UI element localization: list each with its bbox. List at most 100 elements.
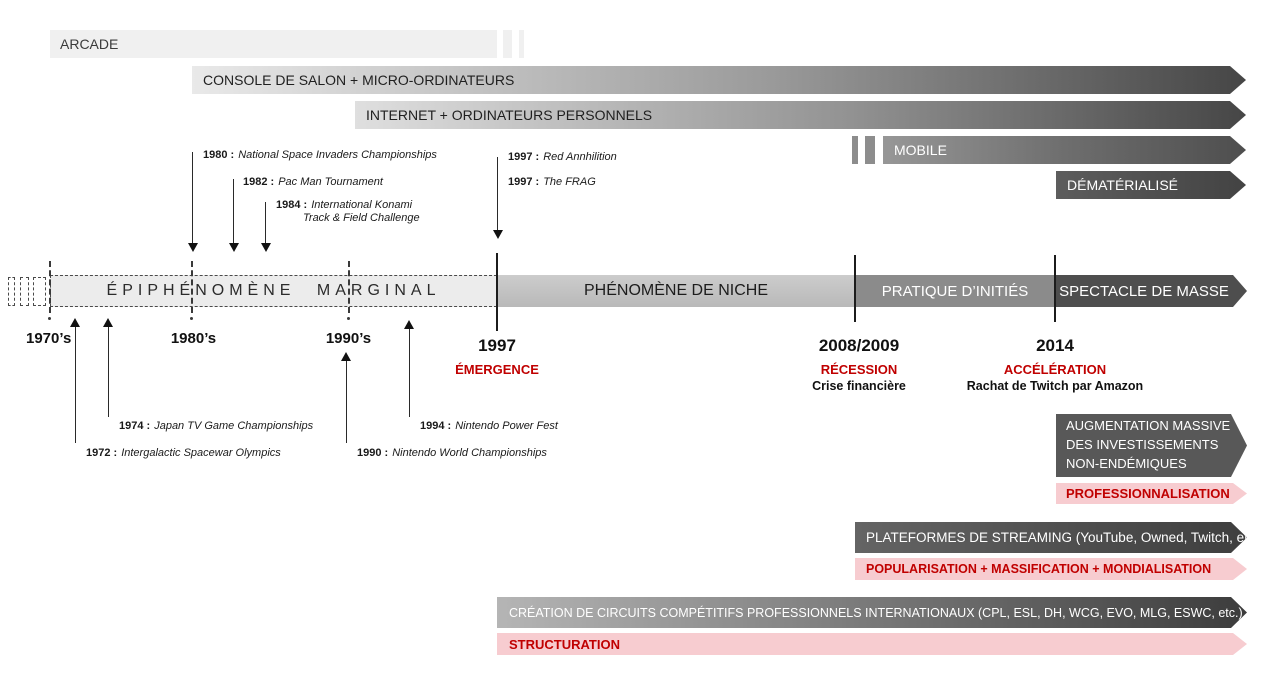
label-recession: RÉCESSION — [820, 362, 898, 377]
console-bar: CONSOLE DE SALON + MICRO-ORDINATEURS — [192, 66, 1246, 94]
label-2008-2009: 2008/2009 — [818, 336, 900, 355]
popularisation-bar: POPULARISATION + MASSIFICATION + MONDIAL… — [855, 558, 1247, 580]
event-1982: 1982 : Pac Man Tournament — [243, 176, 383, 188]
event-1997a-year: 1997 : — [508, 151, 540, 163]
event-1984-year: 1984 : — [276, 199, 308, 211]
event-1980-title: National Space Invaders Championships — [238, 149, 437, 161]
label-1997: 1997 — [478, 336, 516, 355]
arrow-1982 — [233, 179, 234, 243]
arrow-down-icon — [188, 243, 198, 252]
event-1972-year: 1972 : — [86, 447, 118, 459]
arrow-1994 — [409, 329, 410, 417]
label-emergence: ÉMERGENCE — [455, 362, 539, 377]
event-1974-title: Japan TV Game Championships — [154, 420, 314, 432]
mobile-bar-label: MOBILE — [894, 142, 947, 158]
event-1972-title: Intergalactic Spacewar Olympics — [121, 447, 281, 459]
arrow-up-icon — [341, 352, 351, 361]
event-1997a-title: Red Annhilition — [543, 151, 617, 163]
event-1997b-title: The FRAG — [543, 176, 596, 188]
label-1980s: 1980’s — [170, 330, 217, 347]
structuration-bar: STRUCTURATION — [497, 633, 1247, 655]
era-masse-label: SPECTACLE DE MASSE — [1059, 282, 1229, 300]
era-marginal-label: ÉPIPHÉNOMÈNE MARGINAL — [106, 282, 441, 299]
event-1990-year: 1990 : — [357, 447, 389, 459]
tick-1970s — [49, 261, 51, 313]
investissements-bar-label: AUGMENTATION MASSIVE DES INVESTISSEMENTS… — [1066, 417, 1230, 474]
event-1984-title: International Konami — [311, 199, 413, 211]
event-1997b-year: 1997 : — [508, 176, 540, 188]
arcade-bar-fragment — [519, 30, 524, 58]
tick-2014 — [1054, 255, 1056, 322]
event-1980-year: 1980 : — [203, 149, 235, 161]
structuration-bar-label: STRUCTURATION — [509, 636, 620, 652]
label-2014: 2014 — [1036, 336, 1074, 355]
arrow-1997 — [497, 157, 498, 230]
circuits-bar: CRÉATION DE CIRCUITS COMPÉTITIFS PROFESS… — [497, 597, 1247, 628]
mobile-bar-fragment — [865, 136, 875, 164]
event-1984-title2: Track & Field Challenge — [303, 212, 420, 224]
arrow-up-icon — [103, 318, 113, 327]
investissements-line3: NON-ENDÉMIQUES — [1066, 455, 1187, 471]
investissements-line1: AUGMENTATION MASSIVE — [1066, 418, 1231, 434]
circuits-bar-label: CRÉATION DE CIRCUITS COMPÉTITIFS PROFESS… — [509, 605, 1243, 620]
internet-bar-label: INTERNET + ORDINATEURS PERSONNELS — [366, 107, 653, 123]
mobile-bar-fragment — [852, 136, 858, 164]
arrow-1980 — [192, 152, 193, 243]
event-1982-year: 1982 : — [243, 176, 275, 188]
streaming-bar: PLATEFORMES DE STREAMING (YouTube, Owned… — [855, 522, 1247, 553]
label-1990s: 1990’s — [325, 330, 372, 347]
tick-1997 — [496, 253, 498, 331]
event-1984: 1984 : International Konami — [276, 199, 412, 211]
event-1990-title: Nintendo World Championships — [392, 447, 547, 459]
timeline-left-fragment — [20, 277, 29, 306]
era-phenomene-de-niche: PHÉNOMÈNE DE NICHE — [497, 275, 855, 307]
arcade-bar: ARCADE — [50, 30, 497, 58]
tick-dot — [190, 317, 193, 320]
event-1982-title: Pac Man Tournament — [278, 176, 383, 188]
dematerialise-bar: DÉMATÉRIALISÉ — [1056, 171, 1246, 199]
arrow-up-icon — [70, 318, 80, 327]
arrow-1984 — [265, 202, 266, 243]
event-1972: 1972 : Intergalactic Spacewar Olympics — [86, 447, 281, 459]
tick-2008 — [854, 255, 856, 322]
console-bar-label: CONSOLE DE SALON + MICRO-ORDINATEURS — [203, 72, 515, 88]
arcade-bar-fragment — [503, 30, 512, 58]
professionnalisation-bar-label: PROFESSIONNALISATION — [1066, 486, 1230, 501]
label-acceleration: ACCÉLÉRATION — [1003, 362, 1107, 377]
arrow-up-icon — [404, 320, 414, 329]
tick-1990s — [348, 261, 350, 313]
event-1997-the-frag: 1997 : The FRAG — [508, 176, 596, 188]
event-1997-red-annhilition: 1997 : Red Annhilition — [508, 151, 617, 163]
label-rachat-twitch: Rachat de Twitch par Amazon — [966, 379, 1144, 393]
event-1990: 1990 : Nintendo World Championships — [357, 447, 547, 459]
investissements-line2: DES INVESTISSEMENTS — [1066, 437, 1219, 453]
arrow-down-icon — [493, 230, 503, 239]
timeline-left-fragment — [33, 277, 46, 306]
era-niche-label: PHÉNOMÈNE DE NICHE — [583, 282, 769, 299]
mobile-bar: MOBILE — [883, 136, 1246, 164]
internet-bar: INTERNET + ORDINATEURS PERSONNELS — [355, 101, 1246, 129]
event-1994-year: 1994 : — [420, 420, 452, 432]
era-epiphenomene-marginal: ÉPIPHÉNOMÈNE MARGINAL — [50, 275, 497, 307]
event-1974: 1974 : Japan TV Game Championships — [119, 420, 313, 432]
arrow-down-icon — [229, 243, 239, 252]
tick-dot — [347, 317, 350, 320]
streaming-bar-label: PLATEFORMES DE STREAMING (YouTube, Owned… — [866, 530, 1263, 545]
investissements-bar: AUGMENTATION MASSIVE DES INVESTISSEMENTS… — [1056, 414, 1247, 477]
event-1994: 1994 : Nintendo Power Fest — [420, 420, 558, 432]
popularisation-bar-label: POPULARISATION + MASSIFICATION + MONDIAL… — [866, 562, 1212, 576]
label-crise-financiere: Crise financière — [812, 379, 906, 393]
event-1974-year: 1974 : — [119, 420, 151, 432]
era-spectacle-de-masse: SPECTACLE DE MASSE — [1055, 275, 1247, 307]
arcade-bar-label: ARCADE — [60, 36, 119, 52]
label-1970s: 1970’s — [26, 330, 72, 347]
timeline-left-fragment — [8, 277, 15, 306]
arrow-1972 — [75, 327, 76, 443]
tick-1980s — [191, 261, 193, 313]
era-pratique-inities: PRATIQUE D’INITIÉS — [855, 275, 1055, 307]
professionnalisation-bar: PROFESSIONNALISATION — [1056, 483, 1247, 504]
event-1994-title: Nintendo Power Fest — [455, 420, 558, 432]
arrow-1990 — [346, 361, 347, 443]
arrow-down-icon — [261, 243, 271, 252]
